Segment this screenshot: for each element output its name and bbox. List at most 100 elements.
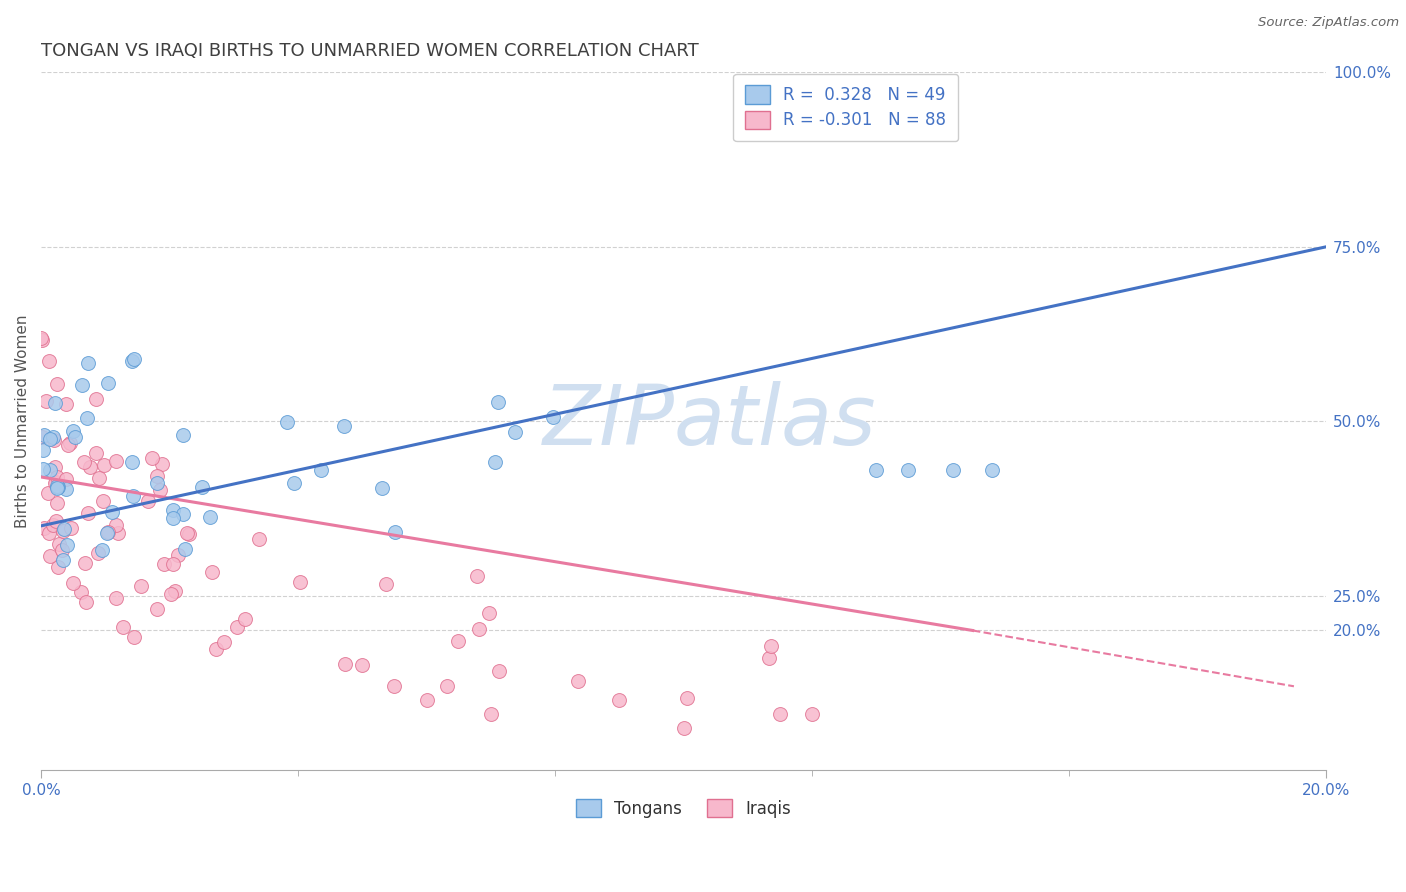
Point — [488, 664, 510, 678]
Point — [283, 475, 305, 490]
Point — [165, 584, 187, 599]
Point — [176, 525, 198, 540]
Point — [30, 330, 52, 344]
Point — [96, 526, 118, 541]
Point — [62, 575, 84, 590]
Point — [44, 459, 66, 474]
Y-axis label: Births to Unmarried Women: Births to Unmarried Women — [15, 315, 30, 528]
Point — [84, 445, 107, 459]
Point — [112, 620, 135, 634]
Point — [478, 606, 501, 620]
Point — [607, 693, 630, 707]
Point — [45, 515, 67, 529]
Point — [32, 443, 55, 458]
Text: TONGAN VS IRAQI BIRTHS TO UNMARRIED WOMEN CORRELATION CHART: TONGAN VS IRAQI BIRTHS TO UNMARRIED WOME… — [41, 42, 699, 60]
Point — [46, 479, 69, 493]
Point — [865, 463, 887, 477]
Point — [46, 482, 69, 496]
Point — [91, 542, 114, 557]
Point — [333, 657, 356, 672]
Point — [121, 353, 143, 368]
Point — [86, 546, 108, 560]
Point — [45, 377, 67, 392]
Point — [146, 468, 169, 483]
Point — [59, 436, 82, 450]
Point — [32, 521, 55, 535]
Point — [543, 410, 565, 425]
Point — [73, 556, 96, 570]
Point — [56, 438, 79, 452]
Point — [484, 454, 506, 468]
Point — [567, 673, 589, 688]
Point — [375, 576, 398, 591]
Point — [191, 480, 214, 494]
Point — [479, 707, 502, 722]
Point — [48, 536, 70, 550]
Point — [52, 524, 75, 539]
Point — [162, 503, 184, 517]
Point — [105, 517, 128, 532]
Point — [121, 455, 143, 469]
Point — [70, 377, 93, 392]
Point — [758, 651, 780, 665]
Text: ZIPatlas: ZIPatlas — [543, 381, 876, 462]
Point — [38, 526, 60, 541]
Point — [87, 470, 110, 484]
Point — [146, 476, 169, 491]
Point — [53, 522, 76, 536]
Point — [371, 482, 394, 496]
Point — [124, 351, 146, 366]
Point — [503, 425, 526, 439]
Point — [107, 525, 129, 540]
Point — [141, 451, 163, 466]
Point — [105, 454, 128, 468]
Point — [38, 462, 60, 476]
Point — [465, 568, 488, 582]
Point — [76, 410, 98, 425]
Point — [205, 641, 228, 656]
Point — [31, 333, 53, 347]
Point — [672, 721, 695, 735]
Point — [55, 482, 77, 496]
Point — [70, 585, 93, 599]
Point — [214, 635, 236, 649]
Point — [352, 658, 374, 673]
Point — [769, 707, 792, 722]
Point — [309, 462, 332, 476]
Point — [384, 679, 406, 693]
Point — [897, 463, 920, 477]
Point — [198, 509, 221, 524]
Point — [93, 458, 115, 473]
Point — [84, 392, 107, 406]
Point — [447, 634, 470, 648]
Point — [35, 394, 58, 409]
Point — [247, 533, 270, 547]
Point — [166, 549, 188, 563]
Point — [55, 397, 77, 411]
Point — [39, 433, 62, 447]
Point — [45, 470, 67, 484]
Point — [159, 587, 181, 601]
Point — [149, 483, 172, 498]
Legend: Tongans, Iraqis: Tongans, Iraqis — [569, 792, 797, 824]
Point — [235, 612, 257, 626]
Point — [162, 558, 184, 572]
Point — [79, 459, 101, 474]
Point — [136, 494, 159, 508]
Point — [152, 558, 174, 572]
Point — [177, 527, 200, 541]
Point — [333, 418, 356, 433]
Text: Source: ZipAtlas.com: Source: ZipAtlas.com — [1258, 16, 1399, 29]
Point — [981, 463, 1004, 477]
Point — [415, 693, 437, 707]
Point — [173, 507, 195, 521]
Point — [173, 541, 195, 556]
Point — [384, 524, 406, 539]
Point — [942, 463, 965, 477]
Point — [436, 679, 458, 693]
Point — [172, 428, 194, 442]
Point — [39, 549, 62, 564]
Point — [150, 458, 173, 472]
Point — [77, 356, 100, 370]
Point — [63, 430, 86, 444]
